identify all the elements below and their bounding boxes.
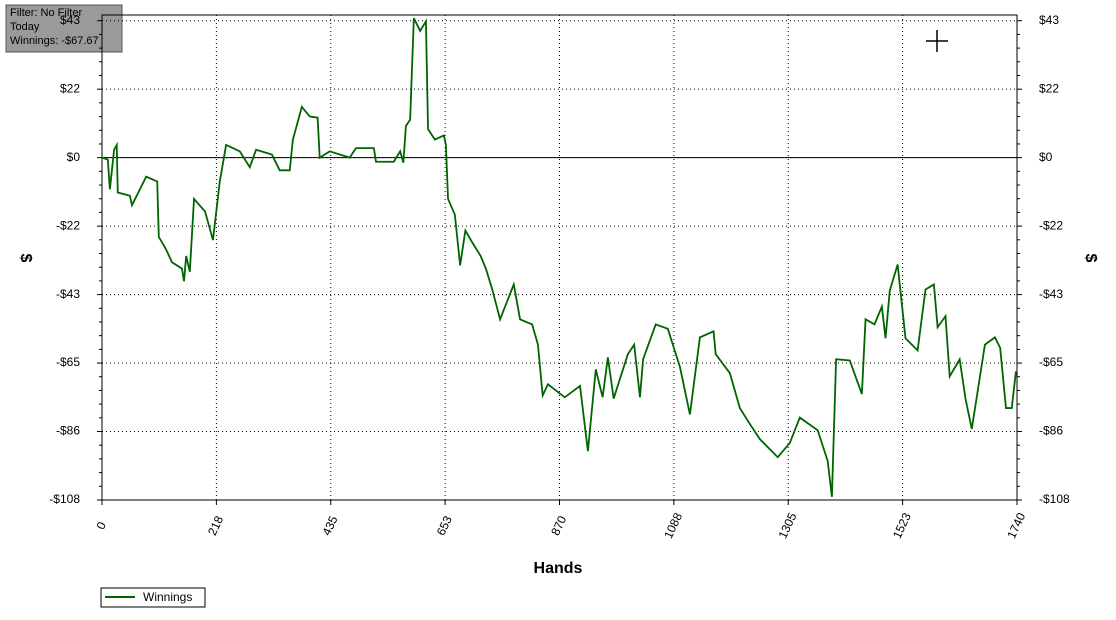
info-box-bg — [5, 4, 123, 53]
y2-tick-label: -$86 — [1039, 424, 1063, 438]
y-tick-label: $43 — [60, 13, 80, 27]
y2-tick-label: -$43 — [1039, 287, 1063, 301]
y-tick-label: $0 — [67, 150, 81, 164]
info-period: Today — [10, 21, 40, 33]
x-axis-label: Hands — [534, 560, 583, 577]
crosshair — [926, 30, 948, 52]
x-tick-label: 218 — [205, 513, 226, 537]
x-tick-label: 1305 — [776, 510, 800, 540]
x-tick-label: 435 — [319, 513, 340, 537]
y2-tick-label: $22 — [1039, 81, 1059, 95]
y-tick-label: $22 — [60, 81, 80, 95]
x-tick-label: 1088 — [661, 510, 685, 540]
y-tick-label: -$86 — [56, 424, 80, 438]
y-tick-label: -$43 — [56, 287, 80, 301]
y2-tick-label: -$108 — [1039, 492, 1070, 506]
x-tick-label: 0 — [93, 519, 109, 531]
info-filter: Filter: No Filter — [10, 7, 82, 19]
y-tick-label: -$22 — [56, 218, 80, 232]
y2-axis-label: $ — [1082, 254, 1099, 263]
x-tick-label: 653 — [434, 513, 455, 537]
legend-label: Winnings — [143, 590, 192, 604]
y-tick-label: -$65 — [56, 355, 80, 369]
series-line — [101, 17, 1017, 497]
legend-box — [100, 587, 206, 608]
x-tick-label: 870 — [548, 513, 569, 537]
x-tick-label: 1523 — [890, 510, 914, 540]
x-tick-label: 1740 — [1004, 510, 1028, 540]
info-box: Filter: No Filter Today Winnings: -$67.6… — [5, 4, 123, 53]
y-axis-label: $ — [17, 254, 34, 263]
y-tick-label: -$108 — [49, 492, 80, 506]
info-winnings: Winnings: -$67.67 — [10, 35, 99, 47]
y2-tick-label: $43 — [1039, 13, 1059, 27]
y2-tick-label: $0 — [1039, 150, 1053, 164]
y2-tick-label: -$22 — [1039, 218, 1063, 232]
y2-tick-label: -$65 — [1039, 355, 1063, 369]
